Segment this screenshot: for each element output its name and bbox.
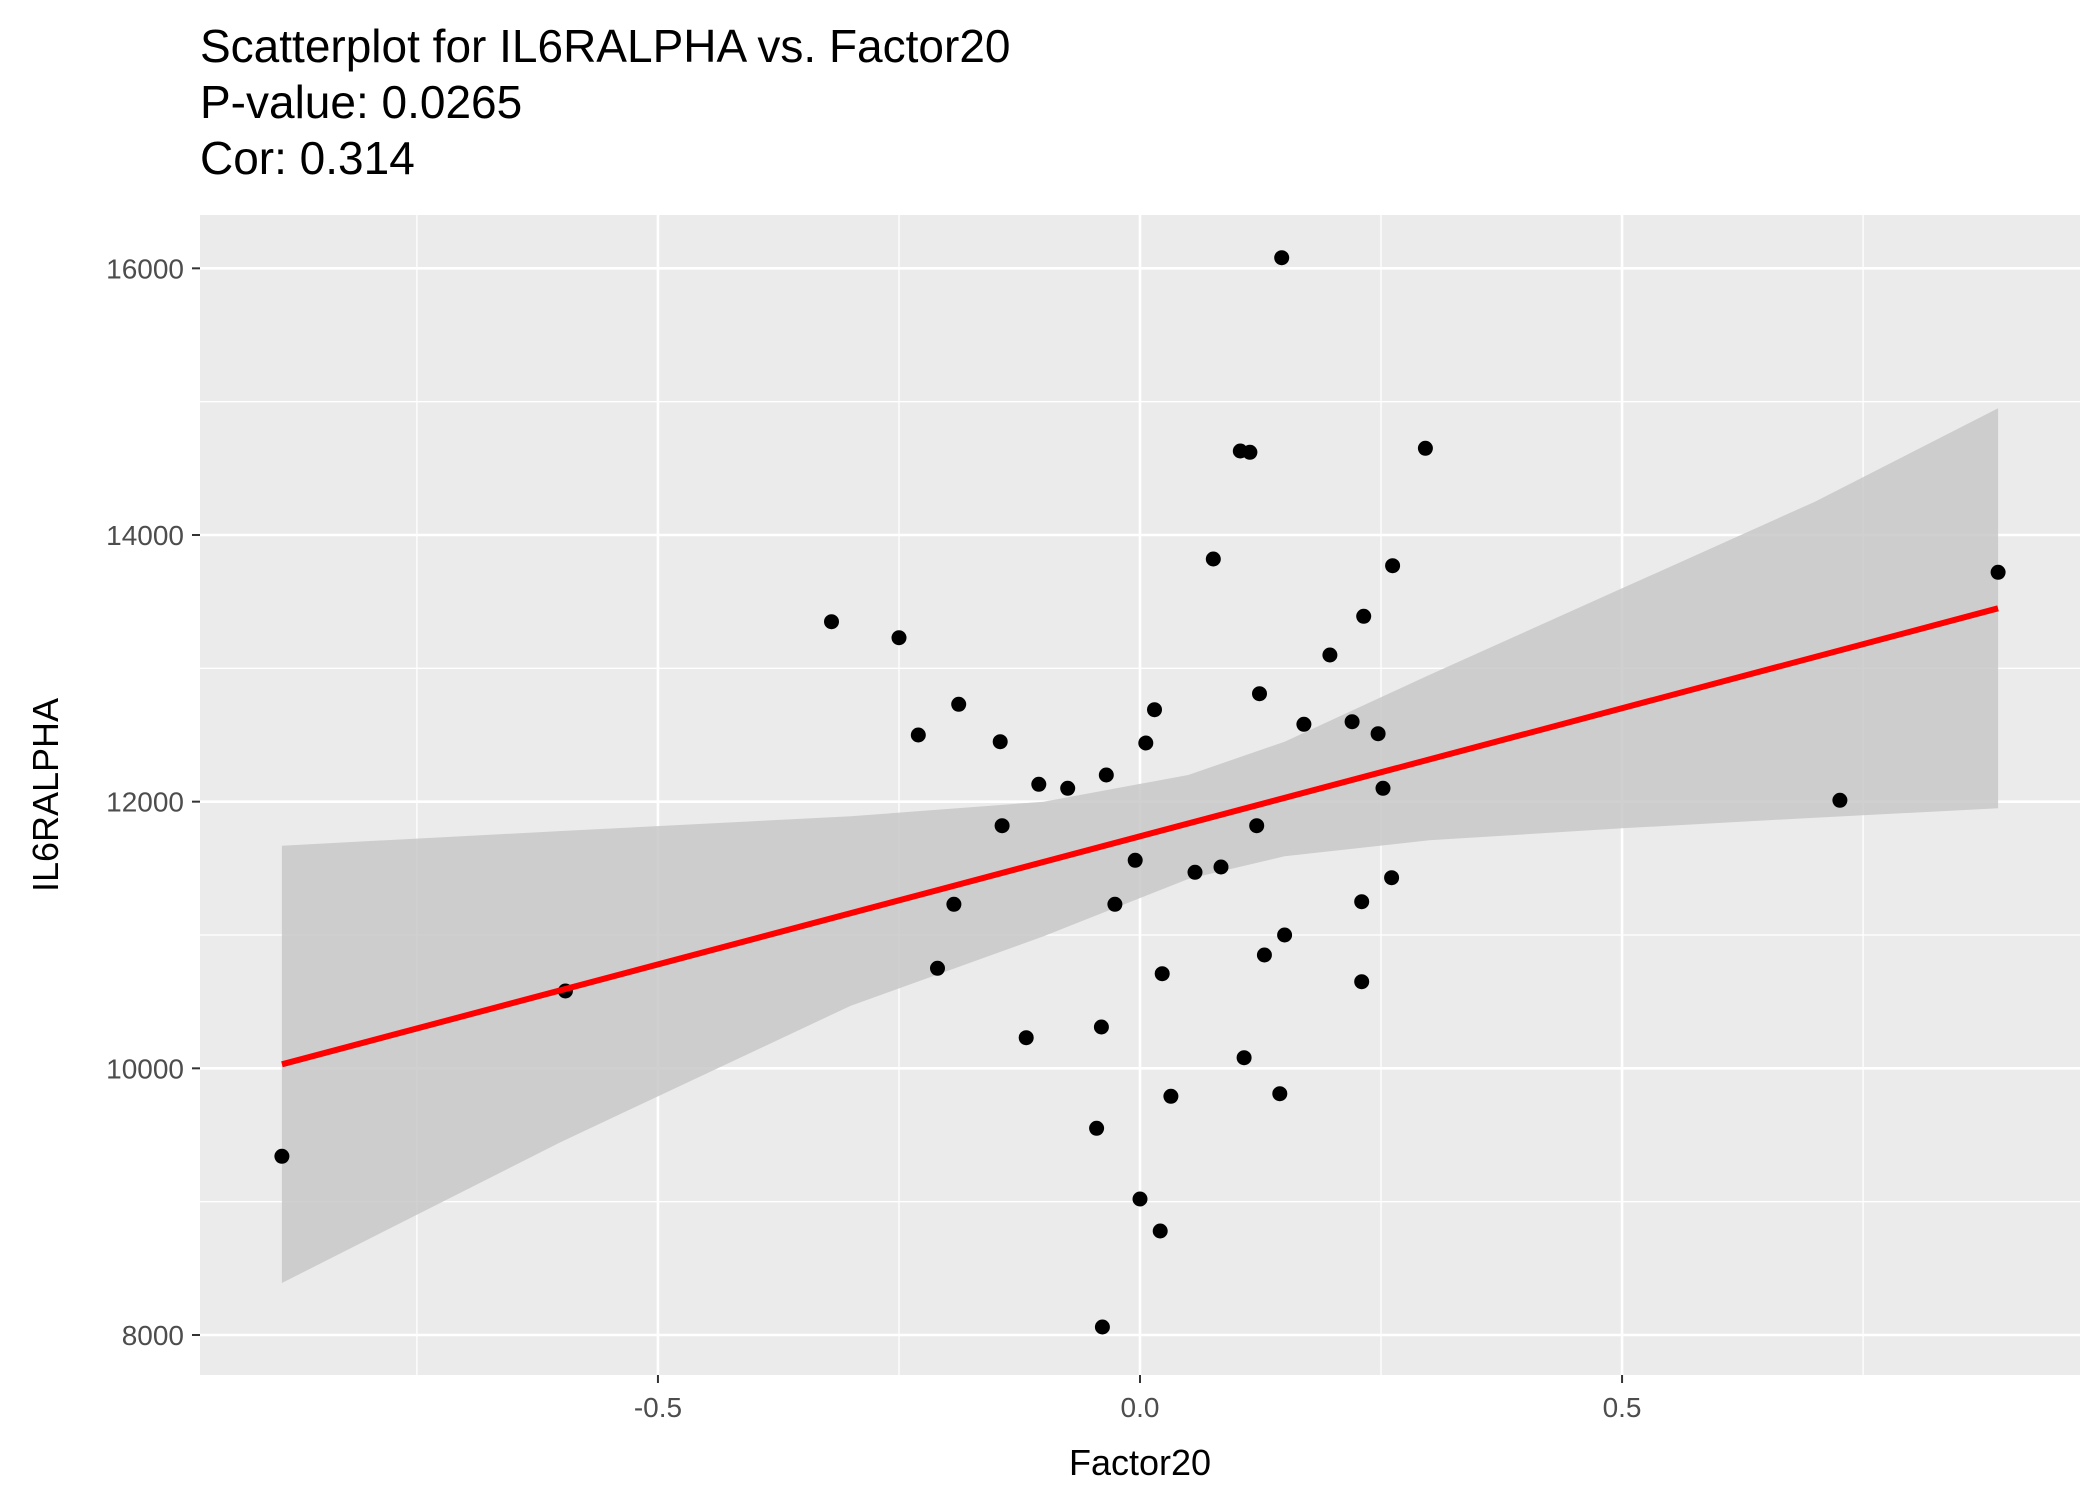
chart-subtitle-correlation: Cor: 0.314 xyxy=(200,132,415,184)
data-point xyxy=(1354,894,1370,910)
data-point xyxy=(1274,250,1290,266)
data-point xyxy=(992,734,1008,750)
y-tick-label: 8000 xyxy=(122,1320,184,1351)
data-point xyxy=(1205,551,1221,567)
data-point xyxy=(1018,1030,1034,1046)
data-point xyxy=(1093,1019,1109,1035)
data-point xyxy=(1127,852,1143,868)
data-point xyxy=(1277,927,1293,943)
data-point xyxy=(1370,726,1386,742)
data-point xyxy=(1322,647,1338,663)
y-tick-label: 16000 xyxy=(106,253,184,284)
x-axis: -0.5 0.0 0.5 xyxy=(634,1375,1642,1423)
data-point xyxy=(946,896,962,912)
x-axis-title: Factor20 xyxy=(1069,1442,1211,1483)
data-point xyxy=(1242,444,1258,460)
chart-title: Scatterplot for IL6RALPHA vs. Factor20 P… xyxy=(200,20,1010,184)
data-point xyxy=(1832,792,1848,808)
data-point xyxy=(1098,767,1114,783)
data-point xyxy=(1138,735,1154,751)
data-point xyxy=(1256,947,1272,963)
data-point xyxy=(1272,1086,1288,1102)
data-point xyxy=(1154,966,1170,982)
data-point xyxy=(1344,714,1360,730)
y-tick-label: 10000 xyxy=(106,1053,184,1084)
data-point xyxy=(1356,608,1372,624)
data-point xyxy=(824,614,839,630)
data-point xyxy=(1375,780,1391,796)
data-point xyxy=(1060,780,1076,796)
data-point xyxy=(1417,440,1433,456)
y-axis: 8000 10000 12000 14000 16000 xyxy=(106,253,200,1351)
regression-line xyxy=(281,605,1999,1068)
x-tick-label: -0.5 xyxy=(634,1392,682,1423)
data-point xyxy=(1385,558,1401,574)
data-point xyxy=(1252,686,1267,702)
data-point xyxy=(951,696,967,712)
data-point xyxy=(930,960,945,976)
confidence-band-area xyxy=(281,408,1999,1283)
y-tick-label: 12000 xyxy=(106,787,184,818)
data-point xyxy=(994,818,1010,834)
data-point xyxy=(1990,564,2006,580)
data-point xyxy=(1152,1223,1168,1239)
data-points xyxy=(274,250,2006,1335)
data-point xyxy=(1236,1050,1252,1066)
data-point xyxy=(1249,818,1265,834)
data-point xyxy=(274,1148,290,1164)
data-point xyxy=(1187,864,1203,880)
x-tick-label: 0.0 xyxy=(1121,1392,1160,1423)
confidence-band xyxy=(281,408,1999,1283)
data-point xyxy=(910,727,926,743)
data-point xyxy=(1296,716,1312,732)
y-tick-label: 14000 xyxy=(106,520,184,551)
data-point xyxy=(1213,859,1229,875)
regression-line-path xyxy=(281,605,1999,1068)
data-point xyxy=(1094,1319,1110,1335)
x-tick-label: 0.5 xyxy=(1603,1392,1642,1423)
data-point xyxy=(1089,1120,1105,1136)
data-point xyxy=(1147,702,1162,718)
data-point xyxy=(1384,870,1400,886)
y-axis-title: IL6RALPHA xyxy=(25,698,66,892)
data-point xyxy=(1354,974,1370,990)
data-point xyxy=(1107,896,1123,912)
chart-title-line-1: Scatterplot for IL6RALPHA vs. Factor20 xyxy=(200,20,1010,72)
data-point xyxy=(1132,1191,1148,1207)
data-point xyxy=(1031,776,1047,792)
data-point xyxy=(891,630,907,646)
chart-subtitle-p-value: P-value: 0.0265 xyxy=(200,76,522,128)
data-point xyxy=(1163,1088,1179,1104)
